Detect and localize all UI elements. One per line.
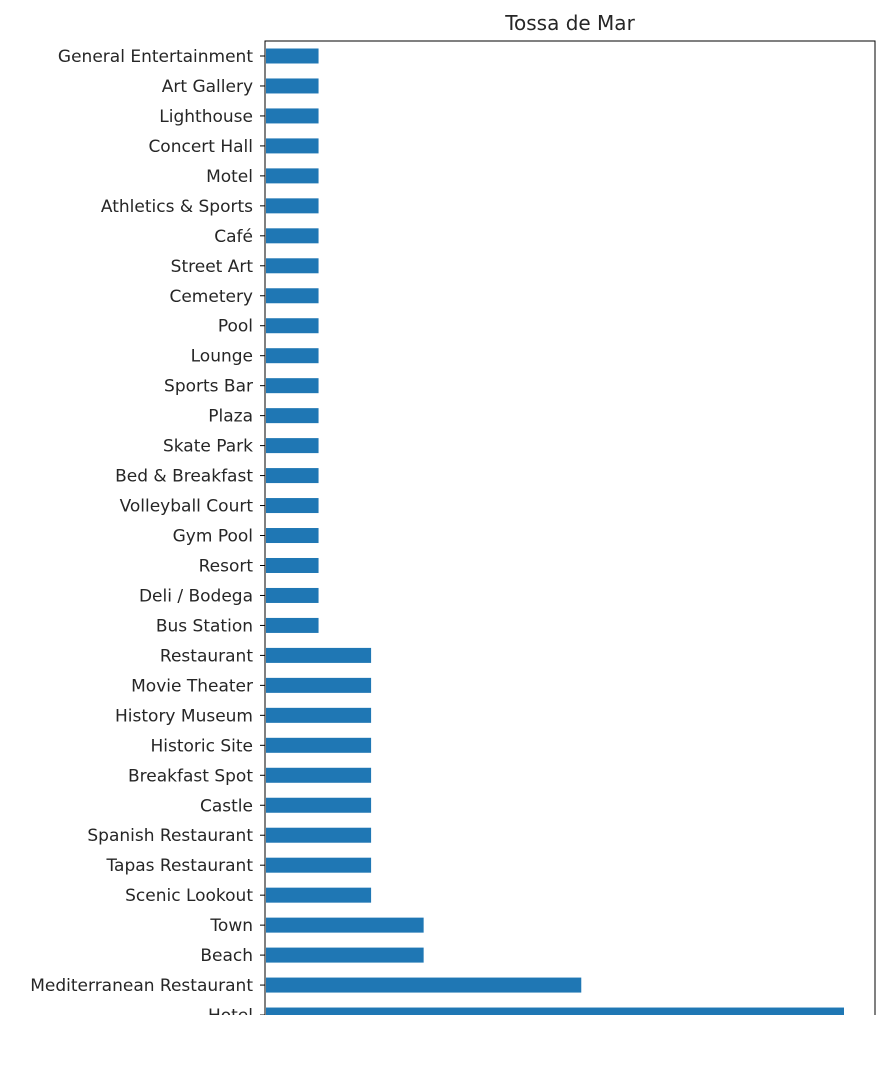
y-tick-label-skate-park: Skate Park — [163, 437, 253, 457]
y-tick-label-deli-bodega: Deli / Bodega — [139, 586, 253, 606]
bar-resort — [266, 557, 319, 573]
bar-lounge — [266, 348, 319, 364]
bar-beach — [266, 947, 424, 963]
y-tick-label-spanish-restaurant: Spanish Restaurant — [87, 826, 253, 846]
y-tick-label-breakfast-spot: Breakfast Spot — [128, 766, 253, 786]
bar-plaza — [266, 408, 319, 424]
y-tick-label-restaurant: Restaurant — [160, 646, 253, 666]
y-tick-label-athletics-sports: Athletics & Sports — [101, 197, 253, 217]
y-tick-label-pool: Pool — [218, 317, 253, 337]
y-tick-labels-group: General Entertainment Art Gallery Lighthou… — [30, 47, 254, 1026]
bar-pool — [266, 318, 319, 334]
bar-scenic-lookout — [266, 887, 372, 903]
y-tick-label-sports-bar: Sports Bar — [164, 377, 253, 397]
bar-restaurant — [266, 647, 372, 663]
y-tick-label-scenic-lookout: Scenic Lookout — [125, 886, 253, 906]
bar-deli-bodega — [266, 587, 319, 603]
bar-breakfast-spot — [266, 767, 372, 783]
y-tick-label-concert-hall: Concert Hall — [148, 137, 253, 157]
y-tick-label-caf: Café — [214, 227, 253, 247]
y-tick-label-mediterranean-restaurant: Mediterranean Restaurant — [30, 976, 253, 996]
bar-movie-theater — [266, 677, 372, 693]
bar-castle — [266, 797, 372, 813]
y-tick-label-bed-breakfast: Bed & Breakfast — [115, 467, 253, 487]
bar-volleyball-court — [266, 498, 319, 514]
bar-tapas-restaurant — [266, 857, 372, 873]
bar-art-gallery — [266, 78, 319, 94]
y-tick-label-general-entertainment: General Entertainment — [58, 47, 253, 67]
y-ticks-group — [260, 55, 265, 1015]
bar-athletics-sports — [266, 198, 319, 214]
y-tick-label-volleyball-court: Volleyball Court — [120, 497, 254, 517]
bar-concert-hall — [266, 138, 319, 154]
bar-sports-bar — [266, 378, 319, 394]
y-tick-label-tapas-restaurant: Tapas Restaurant — [105, 856, 253, 876]
y-tick-label-lighthouse: Lighthouse — [159, 107, 253, 127]
bar-bus-station — [266, 617, 319, 633]
y-tick-label-gym-pool: Gym Pool — [173, 527, 253, 547]
bar-gym-pool — [266, 528, 319, 544]
bar-town — [266, 917, 424, 933]
bar-history-museum — [266, 707, 372, 723]
y-tick-label-resort: Resort — [199, 556, 254, 576]
bar-mediterranean-restaurant — [266, 977, 582, 993]
bar-caf — [266, 228, 319, 244]
bar-hotel — [266, 1007, 844, 1015]
y-tick-label-castle: Castle — [200, 796, 253, 816]
y-tick-label-town: Town — [209, 916, 253, 936]
bar-street-art — [266, 258, 319, 274]
y-tick-label-plaza: Plaza — [208, 407, 253, 427]
y-tick-label-cemetery: Cemetery — [169, 287, 253, 307]
bar-bed-breakfast — [266, 468, 319, 484]
y-tick-label-movie-theater: Movie Theater — [131, 676, 253, 696]
y-tick-label-hotel: Hotel — [208, 1006, 253, 1026]
chart-title: Tossa de Mar — [504, 11, 635, 35]
bar-general-entertainment — [266, 48, 319, 64]
bar-skate-park — [266, 438, 319, 454]
y-tick-label-art-gallery: Art Gallery — [162, 77, 253, 97]
plot-frame — [264, 40, 876, 1015]
bars-group — [266, 48, 844, 1015]
bar-lighthouse — [266, 108, 319, 124]
y-tick-label-history-museum: History Museum — [115, 706, 253, 726]
bar-cemetery — [266, 288, 319, 304]
bar-spanish-restaurant — [266, 827, 372, 843]
y-tick-label-historic-site: Historic Site — [150, 736, 253, 756]
y-tick-label-bus-station: Bus Station — [156, 616, 253, 636]
y-tick-label-lounge: Lounge — [191, 347, 253, 367]
y-tick-label-motel: Motel — [206, 167, 253, 187]
bar-historic-site — [266, 737, 372, 753]
y-tick-label-beach: Beach — [200, 946, 253, 966]
bar-motel — [266, 168, 319, 184]
y-tick-label-street-art: Street Art — [171, 257, 254, 277]
